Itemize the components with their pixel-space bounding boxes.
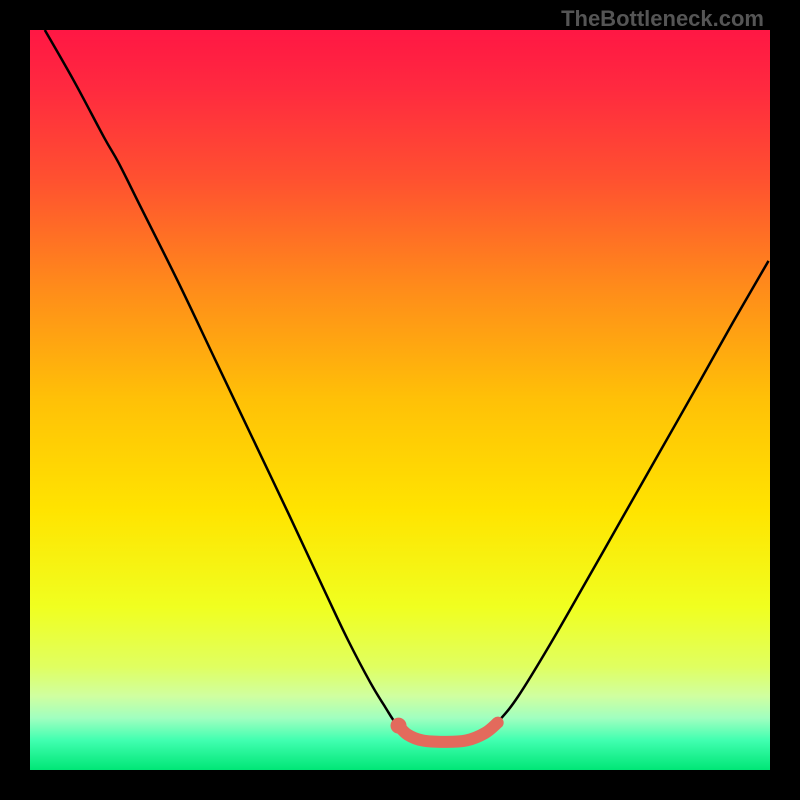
watermark-text: TheBottleneck.com — [561, 6, 764, 32]
plot-area — [30, 30, 770, 770]
highlight-dot — [391, 718, 407, 734]
chart-svg — [30, 30, 770, 770]
gradient-background — [30, 30, 770, 770]
